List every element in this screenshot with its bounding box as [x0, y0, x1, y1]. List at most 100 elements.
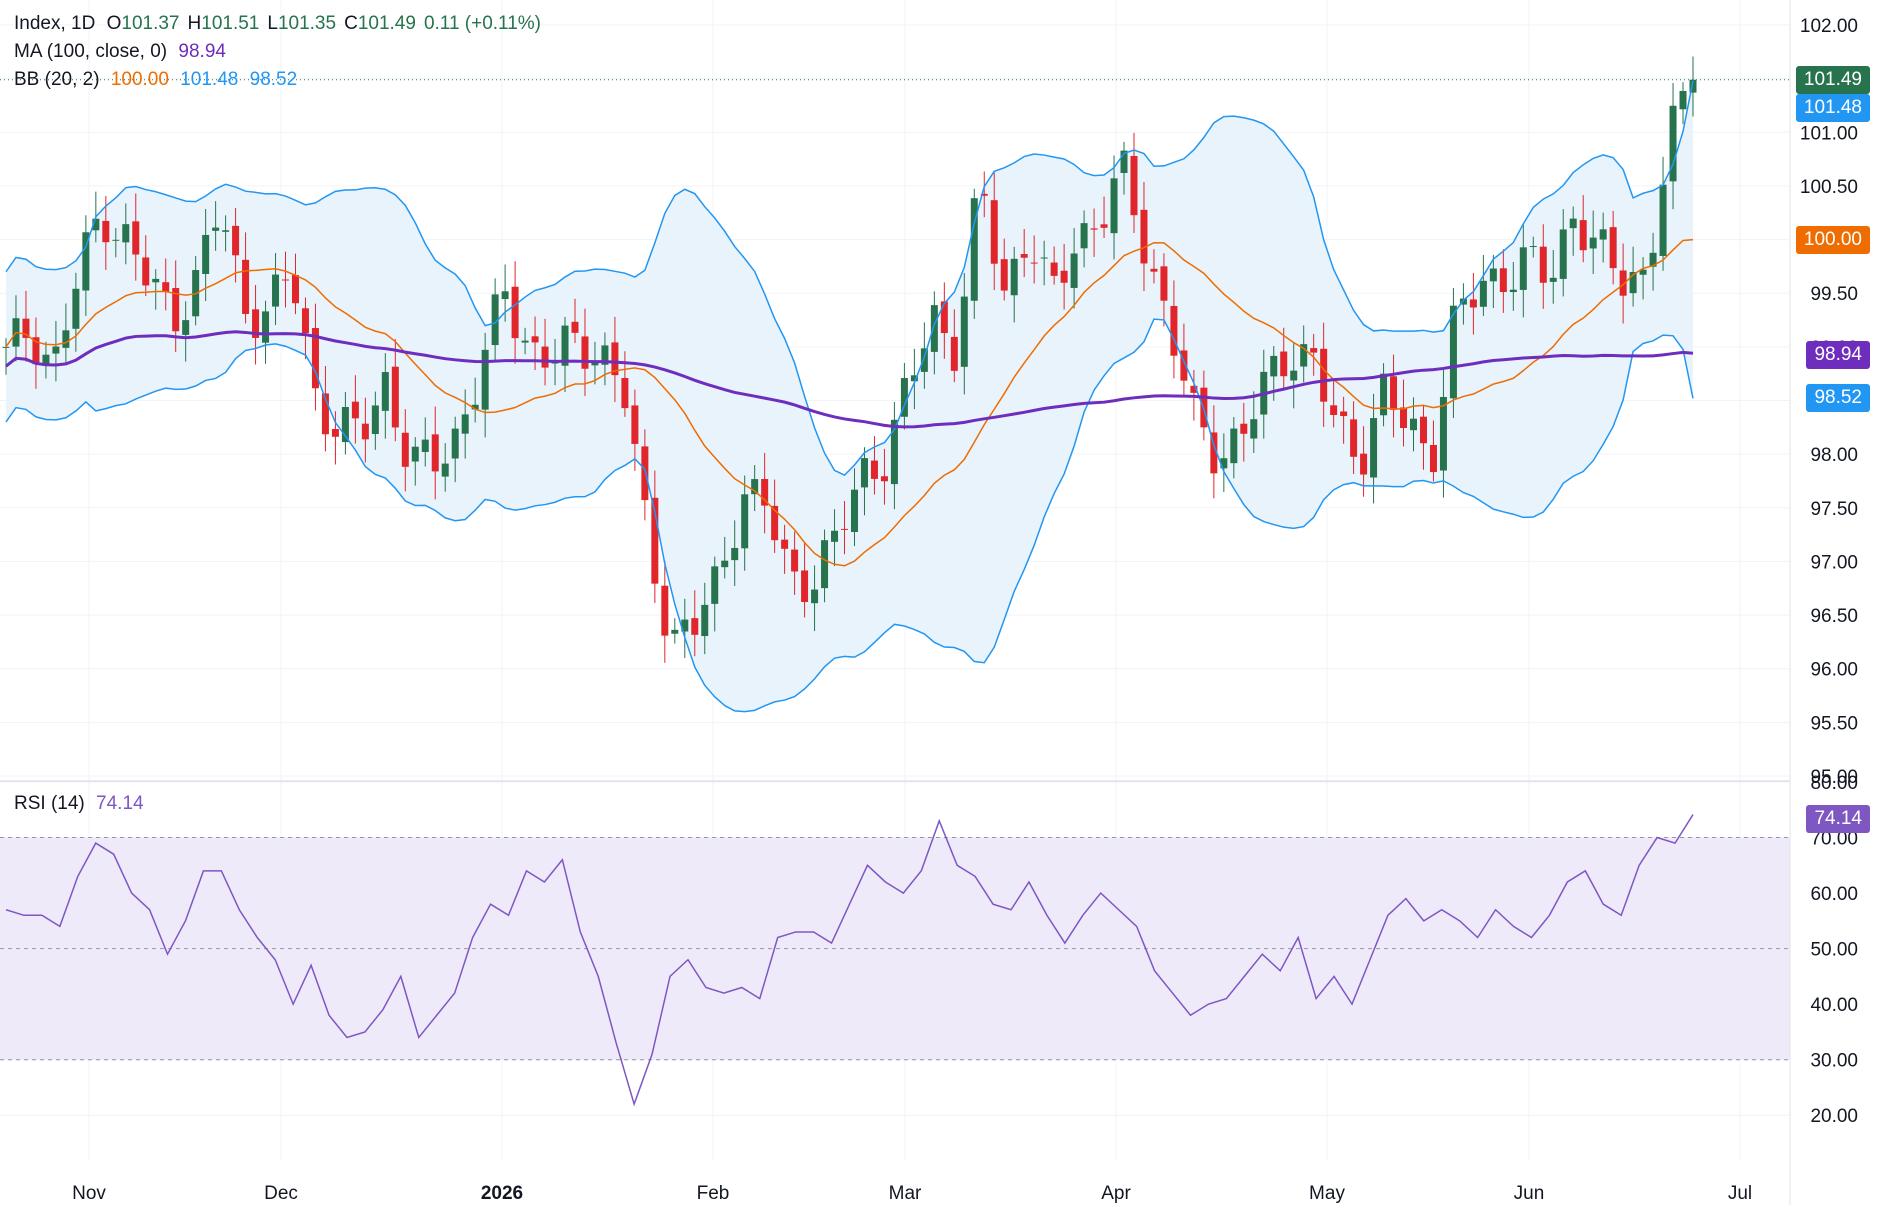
candle-body — [212, 227, 220, 231]
candle-body — [1330, 405, 1338, 415]
candle-body — [72, 288, 80, 329]
candle-body — [421, 439, 429, 453]
candle-body — [771, 505, 779, 541]
candle-body — [1390, 376, 1398, 410]
candle-body — [950, 336, 958, 371]
candle-body — [301, 308, 309, 334]
rsi-legend: RSI (14) 74.14 — [14, 793, 150, 815]
candle-body — [661, 585, 669, 636]
candle-body — [62, 330, 70, 348]
candle-body — [341, 407, 349, 443]
candle-body — [182, 320, 190, 335]
candle-body — [681, 619, 689, 632]
candle-body — [1499, 268, 1507, 293]
candle-body — [112, 239, 120, 241]
candle-body — [32, 337, 40, 365]
candle-body — [1030, 262, 1038, 264]
candle-body — [401, 432, 409, 467]
candle-body — [1130, 155, 1138, 216]
price-legend: Index, 1D O101.37 H101.51 L101.35 C101.49 0.… — [14, 13, 553, 35]
candle-body — [850, 489, 858, 532]
candle-body — [371, 405, 379, 434]
candle-body — [821, 540, 829, 589]
bb-upper-tag: 101.48 — [1795, 94, 1870, 122]
ma-legend: MA (100, close, 0) 98.94 — [14, 41, 232, 63]
price-axis-tick: 95.50 — [1810, 713, 1858, 734]
candle-body — [1459, 298, 1467, 305]
candle-body — [1300, 344, 1308, 367]
candle-body — [311, 328, 319, 389]
candle-body — [1000, 259, 1008, 291]
time-axis-tick: Feb — [697, 1183, 730, 1204]
candle-body — [272, 274, 280, 307]
rsi-label: RSI (14) — [14, 793, 85, 814]
rsi-axis-tick: 50.00 — [1810, 940, 1858, 961]
candle-body — [262, 311, 270, 343]
price-axis-tick: 96.00 — [1810, 660, 1858, 681]
price-axis-tick: 97.00 — [1810, 552, 1858, 573]
close-price-tag: 101.49 — [1795, 66, 1870, 94]
candle-body — [531, 336, 539, 343]
price-axis-tick: 101.00 — [1800, 123, 1858, 144]
time-axis-tick: Nov — [72, 1183, 106, 1204]
candle-body — [1579, 220, 1587, 251]
candle-body — [980, 193, 988, 196]
candle-body — [1270, 355, 1278, 377]
candle-body — [511, 286, 519, 339]
candle-body — [601, 345, 609, 365]
candle-body — [22, 318, 30, 338]
candle-body — [122, 224, 130, 243]
rsi-axis-tick: 70.00 — [1810, 829, 1858, 850]
candle-body — [910, 375, 918, 382]
time-axis-tick: May — [1309, 1183, 1345, 1204]
bb-legend: BB (20, 2) 100.00 101.48 98.52 — [14, 69, 303, 91]
candle-body — [631, 405, 639, 444]
candle-body — [1040, 257, 1048, 259]
candle-body — [1210, 432, 1218, 474]
candle-body — [351, 401, 359, 419]
candle-body — [1230, 428, 1238, 464]
price-axis-tick: 100.50 — [1800, 177, 1858, 198]
candle-body — [1380, 373, 1388, 416]
candle-body — [92, 218, 100, 231]
candle-body — [132, 221, 140, 255]
candle-body — [321, 393, 329, 435]
candle-body — [1120, 150, 1128, 174]
candle-body — [621, 378, 629, 409]
bb-lower-line — [5, 318, 1694, 713]
candle-body — [172, 288, 180, 332]
candle-body — [890, 419, 898, 485]
candle-body — [1360, 453, 1368, 475]
candle-body — [451, 428, 459, 459]
candle-body — [1400, 407, 1408, 429]
symbol-label: Index, 1D — [14, 13, 96, 34]
candle-body — [1439, 397, 1447, 471]
rsi-value: 74.14 — [96, 793, 144, 814]
candle-body — [1639, 269, 1647, 275]
candle-body — [82, 232, 90, 291]
candle-body — [1539, 246, 1547, 283]
candle-body — [831, 530, 839, 542]
candle-body — [1669, 105, 1677, 182]
ma-tag: 98.94 — [1806, 341, 1870, 369]
rsi-axis-tick: 80.00 — [1810, 773, 1858, 794]
candle-body — [1150, 268, 1158, 272]
candle-body — [1519, 247, 1527, 290]
candle-body — [1529, 246, 1537, 248]
candle-body — [940, 301, 948, 334]
candle-body — [1340, 411, 1348, 417]
candle-body — [1609, 227, 1617, 269]
candle-body — [1100, 224, 1108, 228]
candle-body — [1599, 229, 1607, 240]
candle-body — [711, 566, 719, 604]
candle-body — [990, 200, 998, 264]
candle-body — [1290, 370, 1298, 381]
candle-body — [791, 549, 799, 572]
time-axis-tick: 2026 — [481, 1183, 523, 1204]
candle-body — [361, 423, 369, 440]
candle-body — [671, 629, 679, 634]
bb-basis-line — [5, 238, 1694, 567]
ma-label: MA (100, close, 0) — [14, 41, 168, 62]
candle-body — [1250, 419, 1258, 439]
candle-body — [1350, 419, 1358, 457]
